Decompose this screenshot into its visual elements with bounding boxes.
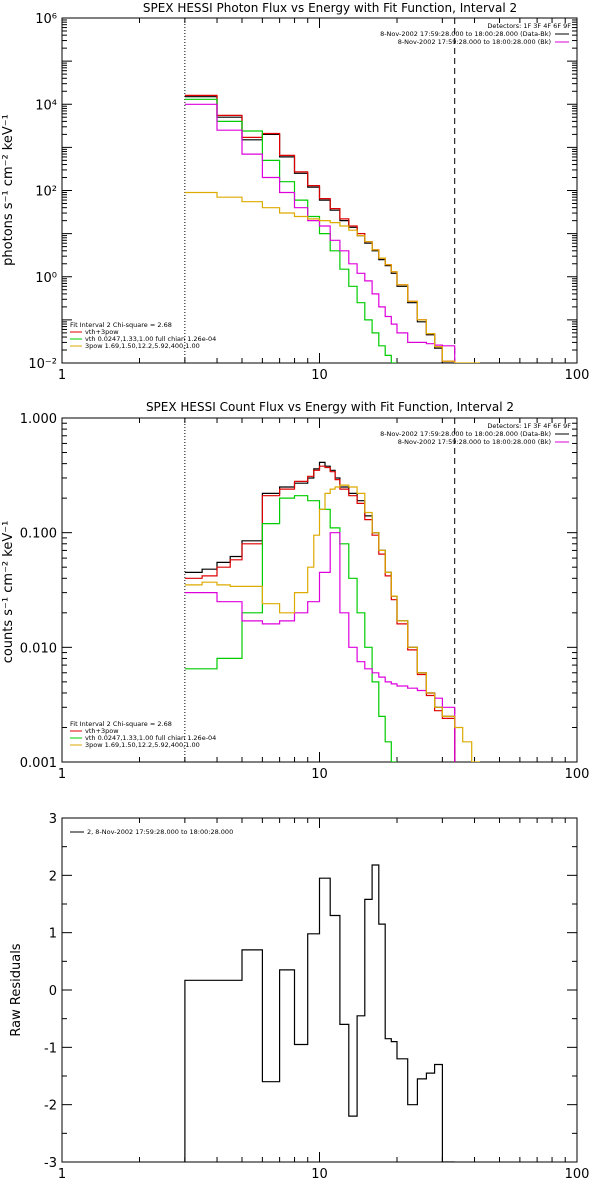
y-tick-label: 10⁰ [35, 271, 57, 286]
chart-title: SPEX HESSI Count Flux vs Energy with Fit… [146, 400, 514, 414]
series-line-2 [184, 495, 397, 762]
fit-legend-entry: vth+3pow [85, 727, 119, 735]
legend-header: Detectors: 1F 3F 4F 6F 9F [487, 422, 571, 430]
fit-legend-entry: vth 0.0247,1.33,1.00 full chian 1.26e-04 [85, 734, 216, 742]
chart-title: SPEX HESSI Photon Flux vs Energy with Fi… [143, 1, 517, 15]
y-axis-label: counts s⁻¹ cm⁻² keV⁻¹ [1, 521, 16, 664]
photon-flux-panel: SPEX HESSI Photon Flux vs Energy with Fi… [1, 1, 589, 383]
legend-entry: 8-Nov-2002 17:59:28.000 to 18:00:28.000 … [380, 30, 551, 38]
y-tick-label: -1 [44, 1041, 57, 1056]
plot-area: 1 10 100 0.001 0.010 0.100 1.000 Detectors: 1F … [20, 412, 590, 782]
y-tick-label: 10⁻² [28, 357, 57, 372]
axes-frame [61, 817, 578, 1163]
y-tick-label: 10² [35, 185, 57, 200]
legend-entry: 8-Nov-2002 17:59:28.000 to 18:00:28.000 … [398, 438, 551, 446]
fit-legend-entry: vth 0.0247,1.33,1.00 full chian 1.26e-04 [85, 335, 216, 343]
x-tick-label: 100 [565, 767, 590, 782]
x-tick-label: 1 [58, 368, 66, 383]
y-tick-label: 3 [49, 812, 57, 827]
count-flux-panel: SPEX HESSI Count Flux vs Energy with Fit… [1, 400, 589, 782]
plot-area: 1 10 100 -3 -2 -1 0 1 2 3 2, 8-Nov-2002 17:59:28.0… [44, 812, 589, 1182]
x-tick-label: 1 [58, 767, 66, 782]
x-tick-label: 1 [58, 1167, 66, 1182]
x-tick-label: 100 [565, 368, 590, 383]
y-tick-label: 2 [49, 869, 57, 884]
y-tick-label: -2 [44, 1099, 57, 1114]
legend-entry: 8-Nov-2002 17:59:28.000 to 18:00:28.000 … [398, 38, 551, 46]
fit-legend-header: Fit Interval 2 Chi-square = 2.68 [70, 321, 172, 329]
legend-entry: 8-Nov-2002 17:59:28.000 to 18:00:28.000 … [380, 430, 551, 438]
y-tick-label: -3 [44, 1156, 57, 1171]
fit-legend-header: Fit Interval 2 Chi-square = 2.68 [70, 720, 172, 728]
y-axis-label: Raw Residuals [9, 943, 24, 1036]
y-tick-label: 10⁶ [35, 12, 57, 27]
series-line-3 [184, 532, 456, 762]
y-axis-label: photons s⁻¹ cm⁻² keV⁻¹ [1, 114, 16, 266]
y-tick-label: 1 [49, 927, 57, 942]
x-tick-label: 10 [311, 368, 328, 383]
series-line-2 [184, 98, 397, 363]
legend-header: Detectors: 1F 3F 4F 6F 9F [487, 22, 571, 30]
series-line-4 [184, 191, 480, 363]
x-tick-label: 10 [311, 767, 328, 782]
y-tick-label: 0 [49, 984, 57, 999]
y-tick-label: 0.001 [20, 756, 57, 771]
x-tick-label: 100 [565, 1167, 590, 1182]
y-tick-label: 10⁴ [35, 98, 57, 113]
y-tick-label: 0.100 [20, 527, 57, 542]
x-tick-label: 10 [311, 1167, 328, 1182]
fit-legend-entry: vth+3pow [85, 328, 119, 336]
series-line-3 [184, 103, 456, 363]
legend-entry: 2, 8-Nov-2002 17:59:28.000 to 18:00:28.0… [87, 828, 233, 836]
residuals-panel: Raw Residuals 1 10 100 -3 -2 -1 0 1 2 3 2, 8-Nov-2… [9, 812, 589, 1182]
series-line-4 [184, 484, 480, 762]
y-tick-label: 0.010 [20, 641, 57, 656]
series-line-0 [184, 864, 455, 1162]
fit-legend-entry: 3pow 1.69,1.50,12.2,5.92,400,1.00 [85, 342, 200, 350]
y-tick-label: 1.000 [20, 412, 57, 427]
fit-legend-entry: 3pow 1.69,1.50,12.2,5.92,400,1.00 [85, 741, 200, 749]
plot-area: 1 10 100 10⁻² 10⁰ 10² 10⁴ 10⁶ Detectors: 1F 3F 4… [28, 12, 589, 383]
